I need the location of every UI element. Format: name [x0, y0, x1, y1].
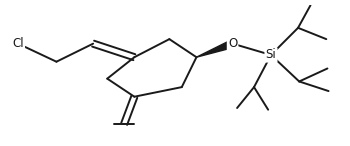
Text: O: O [228, 37, 237, 50]
Text: Si: Si [266, 48, 276, 61]
Text: Cl: Cl [12, 37, 24, 50]
Polygon shape [196, 40, 234, 57]
